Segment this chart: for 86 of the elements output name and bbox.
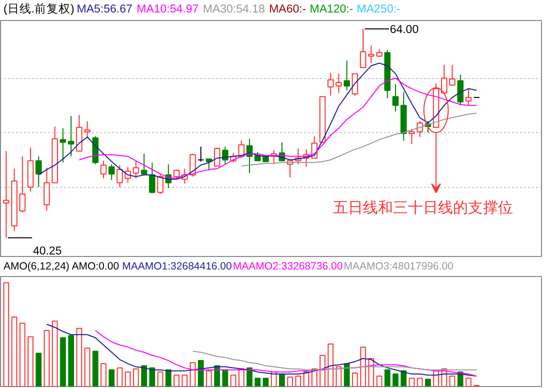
bar — [44, 330, 50, 386]
bar — [416, 378, 423, 386]
bar — [11, 316, 18, 386]
bar — [108, 369, 115, 386]
bar — [246, 367, 252, 386]
candlestick — [108, 164, 115, 181]
legend-label: MA60:- — [269, 4, 306, 16]
bar — [149, 367, 156, 386]
bar — [92, 350, 98, 386]
bar — [60, 337, 66, 386]
candlestick — [100, 160, 107, 179]
bar — [449, 376, 456, 386]
candlestick — [392, 84, 399, 112]
text: MA10:54.97 — [136, 4, 199, 16]
candlestick — [344, 60, 350, 91]
bar — [52, 320, 58, 386]
bar — [360, 346, 366, 386]
bar — [182, 374, 188, 386]
bar — [19, 322, 26, 386]
bar — [295, 376, 302, 386]
bar — [408, 378, 415, 386]
bar — [36, 352, 42, 386]
candlestick — [465, 88, 472, 106]
bar — [230, 374, 236, 386]
candlestick — [19, 156, 26, 214]
candlestick — [457, 74, 464, 106]
chart-title: (日线.前复权) — [3, 2, 75, 16]
bar — [116, 367, 123, 386]
bar — [287, 376, 293, 386]
candlestick — [352, 73, 358, 96]
bar — [384, 369, 390, 386]
bar — [174, 374, 180, 386]
bar — [279, 374, 285, 386]
bar — [376, 376, 382, 386]
bar — [270, 371, 277, 386]
text: MA5:56.67 — [76, 4, 132, 16]
bar — [214, 365, 220, 386]
candlestick — [68, 115, 74, 157]
candlestick — [214, 147, 220, 167]
bar — [320, 354, 326, 386]
bar — [190, 362, 196, 386]
bar — [100, 363, 106, 386]
text: MAAMO2:33268736.00 — [232, 260, 343, 272]
bar — [76, 328, 82, 386]
candlestick — [360, 28, 366, 68]
text: MAAMO3:48017996.00 — [344, 260, 454, 272]
bar — [392, 374, 398, 386]
text: MA30:54.18 — [202, 4, 265, 16]
candlestick — [222, 146, 228, 165]
bar — [262, 378, 269, 386]
bar — [68, 335, 74, 386]
bar — [352, 372, 358, 386]
bar — [84, 348, 90, 386]
text: AMO:0.00 — [72, 260, 120, 272]
bar — [165, 369, 172, 386]
bar — [3, 282, 10, 386]
annotation: 64.00 — [390, 24, 419, 36]
annotation: 五日线和三十日线的支撑位 — [333, 199, 514, 216]
bar — [433, 370, 439, 386]
bar — [254, 378, 261, 386]
candlestick — [60, 128, 66, 164]
bar — [198, 360, 204, 386]
candlestick — [35, 156, 42, 188]
bar — [400, 370, 407, 386]
bar — [133, 368, 139, 386]
bar — [344, 363, 350, 386]
legend-label: MA120:- — [310, 4, 354, 16]
legend-label: MA250:- — [356, 4, 400, 16]
bar — [466, 378, 472, 386]
bar — [124, 371, 131, 386]
bar — [206, 370, 212, 386]
bar — [28, 336, 34, 386]
candlestick — [198, 146, 204, 162]
candlestick — [157, 174, 164, 195]
candlestick — [132, 160, 140, 179]
bar — [157, 371, 164, 386]
bar — [328, 343, 334, 386]
bar — [238, 368, 244, 386]
bar — [141, 365, 147, 386]
candlestick — [140, 153, 148, 176]
candlestick — [149, 162, 156, 194]
chart-title: AMO(6,12,24) — [3, 260, 70, 272]
bar — [222, 369, 228, 386]
text: 40.25 — [32, 246, 62, 258]
bar — [425, 378, 431, 386]
text: MAAMO1:32684416.00 — [122, 260, 232, 272]
